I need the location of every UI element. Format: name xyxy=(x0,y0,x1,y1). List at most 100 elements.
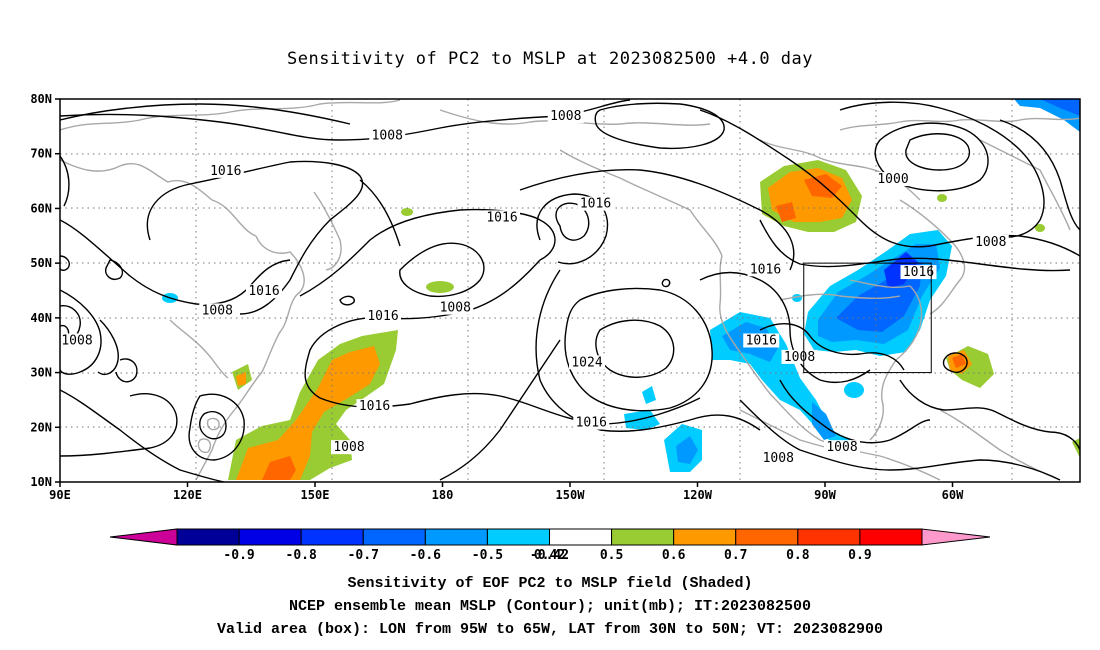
contour-label-bg xyxy=(365,308,401,323)
colorbar-swatch xyxy=(859,528,923,546)
lat-tick-label: 10N xyxy=(30,475,52,489)
lat-tick-label: 70N xyxy=(30,147,52,161)
colorbar-swatch xyxy=(673,528,737,546)
contour-label-bg xyxy=(484,210,520,225)
contour-label-bg xyxy=(331,440,367,455)
contour-label-bg xyxy=(781,349,818,364)
caption-line-3: Valid area (box): LON from 95W to 65W, L… xyxy=(216,621,884,638)
contour-label-bg xyxy=(547,109,584,124)
colorbar-label: -0.7 xyxy=(348,548,379,563)
contour-label-bg xyxy=(824,440,860,455)
shade-canada-red2 xyxy=(776,202,796,222)
shade-arctic-blue xyxy=(1040,99,1080,116)
contour-label: 1016 xyxy=(750,262,781,277)
colorbar-label: 0.6 xyxy=(662,548,686,563)
contour-label: 1016 xyxy=(359,399,390,414)
caption-line-1: Sensitivity of EOF PC2 to MSLP field (Sh… xyxy=(347,575,753,592)
lat-tick-label: 20N xyxy=(30,420,52,434)
shade-wpac-orange xyxy=(236,346,380,480)
contour-label: 1016 xyxy=(486,210,517,225)
lon-tick-label: 150E xyxy=(301,488,330,502)
lat-tick-label: 60N xyxy=(30,201,52,215)
contour-label: 1016 xyxy=(367,309,398,324)
colorbar-label: 0.9 xyxy=(848,548,871,563)
shade-wpac-red xyxy=(262,456,296,480)
colorbar-swatch xyxy=(549,528,613,546)
colorbar-swatch xyxy=(424,528,488,546)
lat-tick-label: 30N xyxy=(30,366,52,380)
colorbar-label: 0.42 xyxy=(534,548,565,563)
colorbar-label: 0.7 xyxy=(724,548,747,563)
contour-label-bg xyxy=(246,284,282,299)
colorbar-label: -0.9 xyxy=(223,548,254,563)
contour-label-bg xyxy=(199,303,236,318)
contour-label: 1016 xyxy=(576,416,607,431)
contour-label-bg xyxy=(900,265,937,280)
colorbar-swatch xyxy=(611,528,675,546)
contour-label: 1008 xyxy=(440,301,471,316)
colorbar-swatch xyxy=(486,528,550,546)
colorbar-swatch xyxy=(238,528,302,546)
shade-pac-blue xyxy=(676,436,698,464)
contour-label-bg xyxy=(437,300,474,315)
contour-label-bg xyxy=(60,333,95,348)
contour-label: 1008 xyxy=(372,128,403,143)
contour-label-bg xyxy=(573,415,610,430)
colorbar-swatch xyxy=(300,528,364,546)
contour-label: 1008 xyxy=(826,440,857,455)
contour-label: 1016 xyxy=(210,164,241,179)
contour-label-bg xyxy=(743,333,780,348)
contour-label-bg xyxy=(356,399,393,414)
colorbar-label: -0.5 xyxy=(472,548,503,563)
colorbar-low-triangle xyxy=(109,528,178,546)
lat-tick-label: 50N xyxy=(30,256,52,270)
contour-label: 1016 xyxy=(580,197,611,212)
contour-label: 1008 xyxy=(975,235,1006,250)
contour-label: 1008 xyxy=(202,303,233,318)
shade-atl-red xyxy=(952,354,966,368)
colorbar-label: 0.8 xyxy=(786,548,810,563)
contour-label: 1008 xyxy=(784,350,815,365)
contour-label: 1008 xyxy=(61,333,92,348)
lon-tick-label: 120E xyxy=(173,488,202,502)
contour-label: 1008 xyxy=(333,440,364,455)
shade-pac-cyan2 xyxy=(642,386,656,404)
colorbar-label: -0.42 xyxy=(530,548,569,563)
contour-label: 1016 xyxy=(903,265,934,280)
contour-label: 1016 xyxy=(248,284,279,299)
contour-label-bg xyxy=(760,451,797,466)
contour-label: 1016 xyxy=(746,333,777,348)
contour-labels: 1008 1008 1016 1000 1016 1016 1008 1016 1016 1016… xyxy=(60,109,1009,466)
colorbar-label: -0.8 xyxy=(286,548,317,563)
colorbar-swatch xyxy=(176,528,240,546)
lon-tick-label: 150W xyxy=(556,488,586,502)
contour-label: 1000 xyxy=(877,172,908,187)
valid-area-box xyxy=(803,262,932,374)
contour-label-bg xyxy=(369,128,406,143)
colorbar-label: 0.5 xyxy=(600,548,623,563)
caption-line-2: NCEP ensemble mean MSLP (Contour); unit(… xyxy=(288,598,812,615)
shade-pac-cyan xyxy=(624,410,660,430)
colorbar-high-triangle xyxy=(921,528,991,546)
shade-canada-red xyxy=(804,174,842,198)
lon-tick-label: 90E xyxy=(49,488,71,502)
contour-label: 1024 xyxy=(571,355,602,370)
shade-wpac-small2 xyxy=(236,372,246,386)
lat-tick-label: 40N xyxy=(30,311,52,325)
lon-tick-label: 120W xyxy=(683,488,713,502)
contour-label: 1008 xyxy=(763,451,794,466)
colorbar: -0.9 -0.8 -0.7 -0.6 -0.5 -0.420.42 0.5 0.6 0.7 0.… xyxy=(109,528,991,563)
contour-label-bg xyxy=(875,172,911,187)
contour-label-bg xyxy=(207,163,244,178)
lon-tick-label: 60W xyxy=(942,488,964,502)
colorbar-swatch xyxy=(362,528,426,546)
contour-label-bg xyxy=(569,355,605,370)
plot-title: Sensitivity of PC2 to MSLP at 2023082500… xyxy=(286,49,813,69)
contour-label-bg xyxy=(972,234,1009,249)
contour-label-bg xyxy=(747,262,784,277)
lon-tick-label: 90W xyxy=(814,488,836,502)
colorbar-swatch xyxy=(735,528,799,546)
lon-tick-label: 180 xyxy=(432,488,454,502)
